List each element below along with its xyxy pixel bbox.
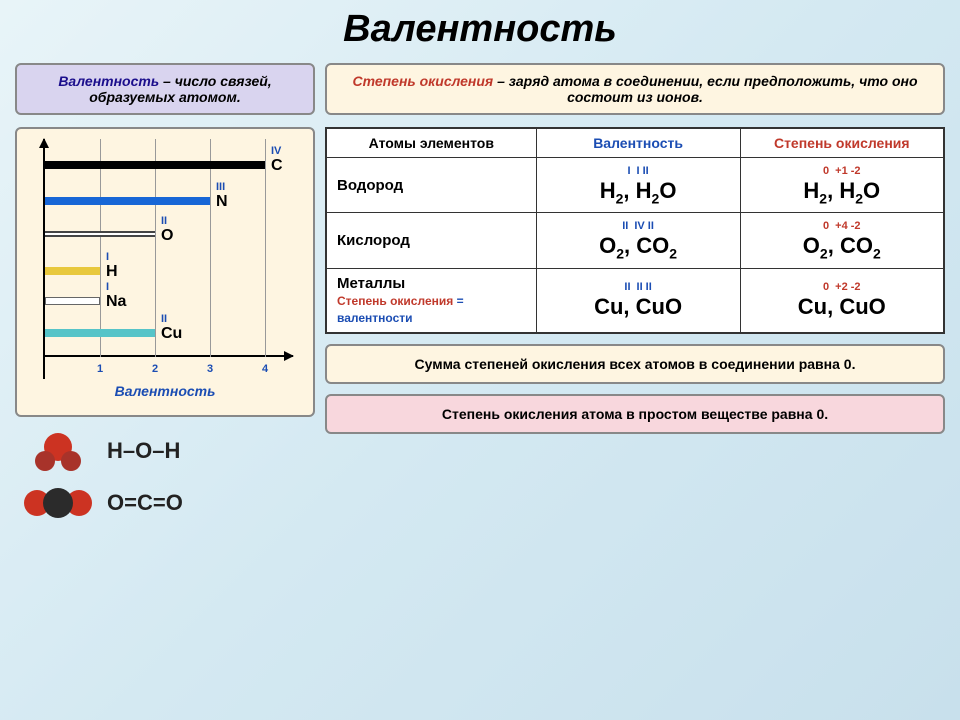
oxidation-definition: Степень окисления – заряд атома в соедин… <box>325 63 945 115</box>
row-head: Водород <box>326 158 536 213</box>
cell-oxidation: 0+1-2H2, H2O <box>740 158 944 213</box>
cell-valency: IIIIIICu, CuO <box>536 268 740 333</box>
content: Валентность – число связей, образуемых а… <box>0 63 960 531</box>
cell-valency: IIIIH2, H2O <box>536 158 740 213</box>
note-simple: Степень окисления атома в простом вещест… <box>325 394 945 434</box>
cell-oxidation: 0+2-2Cu, CuO <box>740 268 944 333</box>
comparison-table: Атомы элементов Валентность Степень окис… <box>325 127 945 334</box>
co2-formula: O=C=O <box>107 490 183 516</box>
th-atoms: Атомы элементов <box>326 128 536 158</box>
row-head: МеталлыСтепень окисления = валентности <box>326 268 536 333</box>
th-oxidation: Степень окисления <box>740 128 944 158</box>
valency-definition: Валентность – число связей, образуемых а… <box>15 63 315 115</box>
co2-icon <box>23 481 93 525</box>
cell-oxidation: 0+4-2O2, CO2 <box>740 213 944 268</box>
molecule-h2o: H–O–H <box>23 429 315 473</box>
molecule-co2: O=C=O <box>23 481 315 525</box>
row-head: Кислород <box>326 213 536 268</box>
def-text-r: – заряд атома в соединении, если предпол… <box>493 73 917 105</box>
th-valency: Валентность <box>536 128 740 158</box>
page-title: Валентность <box>0 0 960 63</box>
right-column: Степень окисления – заряд атома в соедин… <box>325 63 945 531</box>
h2o-formula: H–O–H <box>107 438 180 464</box>
valency-chart: 1234CIVNIIIOIIHINaICuII Валентность <box>15 127 315 417</box>
cell-valency: IIIVIIO2, CO2 <box>536 213 740 268</box>
left-column: Валентность – число связей, образуемых а… <box>15 63 315 531</box>
h2o-icon <box>23 429 93 473</box>
chart-xlabel: Валентность <box>27 383 303 399</box>
def-highlight: Валентность <box>58 73 159 89</box>
def-highlight-r: Степень окисления <box>352 73 493 89</box>
note-sum: Сумма степеней окисления всех атомов в с… <box>325 344 945 384</box>
